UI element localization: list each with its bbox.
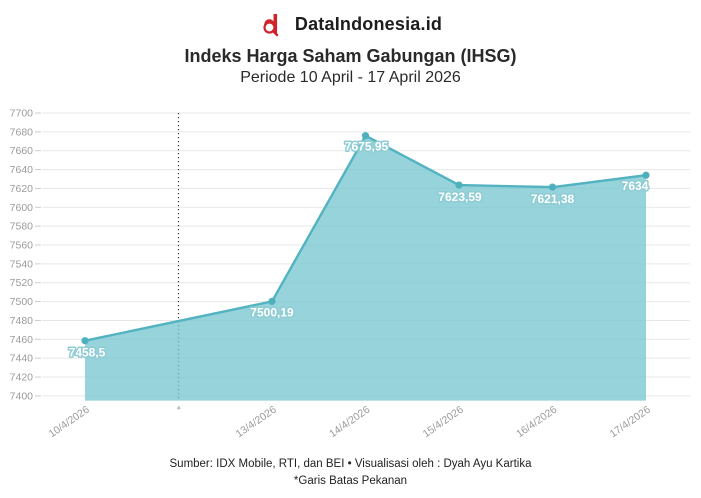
x-axis-label: 10/4/2026: [47, 404, 92, 441]
chart-header: d DataIndonesia.id Indeks Harga Saham Ga…: [0, 8, 701, 87]
data-point-marker: [361, 132, 370, 140]
brand-name: DataIndonesia.id: [294, 13, 443, 34]
x-axis-label: *: [175, 404, 185, 416]
chart-subtitle: Periode 10 April - 17 April 2026: [240, 69, 461, 86]
brand-logo-icon: d: [263, 10, 279, 38]
brand: d DataIndonesia.id: [0, 8, 701, 40]
y-axis-tick-label: 7520: [10, 277, 34, 289]
data-point-marker: [81, 337, 89, 345]
y-axis-tick-label: 7540: [10, 258, 34, 270]
x-axis-label: 15/4/2026: [421, 404, 466, 441]
data-point-label: 7621,38: [531, 192, 575, 206]
area-fill: [85, 135, 646, 401]
data-point-label: 7623,59: [438, 190, 482, 204]
y-axis-tick-label: 7600: [10, 202, 34, 214]
y-axis-tick-label: 7680: [10, 126, 34, 138]
x-axis-label: 14/4/2026: [327, 404, 372, 441]
x-axis-label: 17/4/2026: [608, 404, 653, 441]
ihsg-area-chart: 7400 7420 7440 7460 7480 7500 7520 7540 7560 7580…: [10, 108, 690, 441]
data-point-marker: [642, 171, 650, 179]
data-point-label: 7675,95: [345, 140, 389, 154]
y-axis-tick-label: 7580: [10, 221, 34, 233]
y-axis-tick-label: 7400: [10, 390, 34, 402]
chart-footer: Sumber: IDX Mobile, RTI, dan BEI • Visua…: [0, 456, 701, 490]
y-axis-tick-label: 7660: [10, 145, 34, 157]
data-point-label: 7634: [622, 179, 649, 193]
y-axis-tick-label: 7500: [10, 296, 34, 308]
y-axis-tick-label: 7620: [10, 183, 34, 195]
x-axis-label: 13/4/2026: [234, 404, 279, 441]
source-credit: Sumber: IDX Mobile, RTI, dan BEI • Visua…: [169, 458, 532, 470]
y-axis-tick-label: 7640: [10, 164, 34, 176]
chart-title: Indeks Harga Saham Gabungan (IHSG): [184, 46, 517, 66]
x-axis-label: 16/4/2026: [514, 404, 559, 441]
series-line: [83, 134, 648, 342]
y-axis-tick-label: 7420: [10, 372, 34, 384]
y-axis-tick-label: 7480: [10, 315, 34, 327]
data-point-label: 7458,5: [69, 346, 106, 360]
data-point-marker: [268, 297, 276, 306]
data-point-marker: [548, 183, 557, 191]
weekly-boundary-note: *Garis Batas Pekanan: [293, 475, 408, 487]
y-axis-tick-label: 7560: [10, 240, 34, 252]
y-axis-tick-label: 7460: [10, 334, 34, 346]
y-axis-tick-label: 7700: [10, 108, 34, 120]
data-point-marker: [455, 181, 463, 189]
data-point-label: 7500,19: [250, 305, 294, 319]
y-axis-tick-label: 7440: [10, 353, 34, 365]
